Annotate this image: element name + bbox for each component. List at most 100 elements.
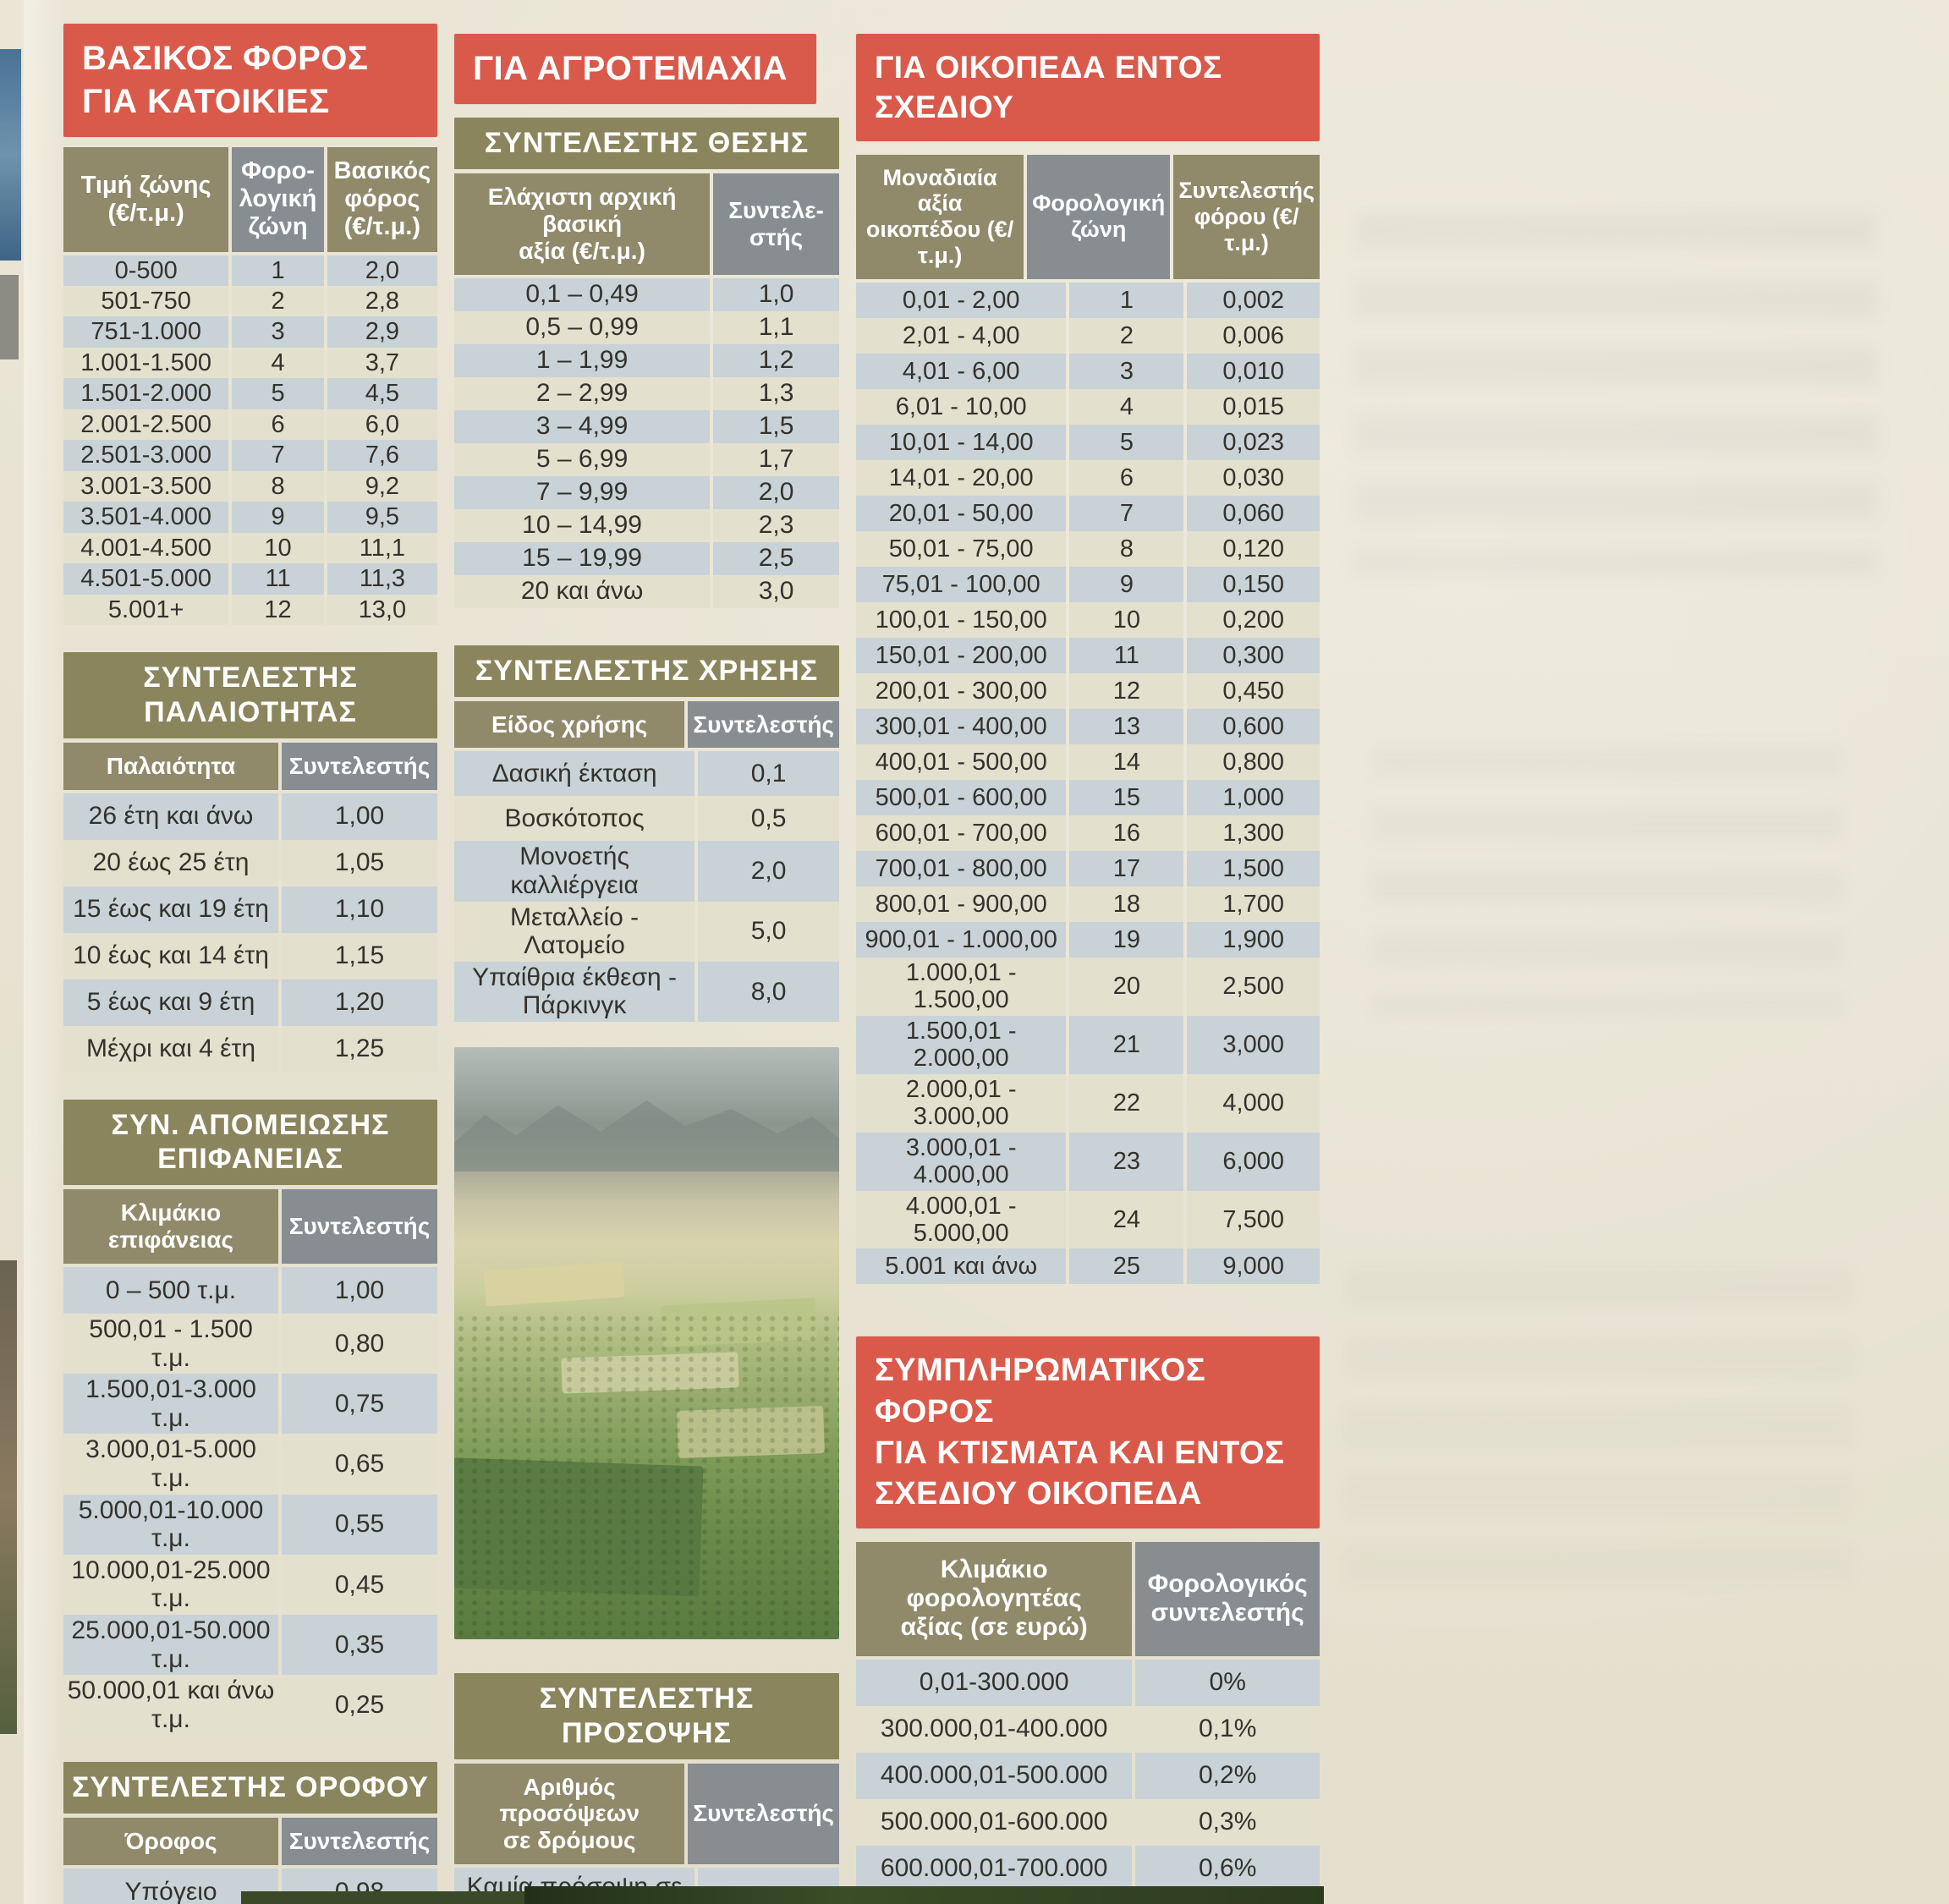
table-cell: 25 [1069,1248,1184,1285]
farmland-aerial-photo [454,1046,839,1639]
table-cell: 0,65 [282,1434,437,1495]
table-cell: 1.500,01 - 2.000,00 [856,1015,1067,1074]
table-cell: 50,01 - 75,00 [856,530,1067,567]
table-cell: 3 – 4,99 [454,409,711,443]
table-cell: 3,000 [1187,1015,1320,1074]
table-cell: 2,9 [327,316,437,348]
table-cell: 11,3 [327,563,437,595]
table-cell: Μέχρι και 4 έτη [63,1025,279,1073]
table-cell: 500,01 - 1.500 τ.μ. [63,1314,279,1375]
table-cell: 1.500,01-3.000 τ.μ. [63,1374,279,1435]
column-header: Συντελεστής [688,1763,839,1865]
page-showthrough [1370,744,1844,1015]
photo-grove-patch [454,1457,703,1597]
table-cell: 0-500 [63,255,229,286]
table-cell: 3,0 [713,574,839,608]
table-cell: 0,450 [1187,672,1320,709]
table-cell: Υπαίθρια έκθεση - Πάρκινγκ [454,961,695,1022]
table-cell: 0 – 500 τ.μ. [63,1267,279,1314]
table-cell: 1.000,01 - 1.500,00 [856,957,1067,1016]
table-cell: 4,5 [327,378,437,409]
table-cell: 9 [232,502,324,533]
table-header-row: Είδος χρήσης Συντελεστής [454,700,839,749]
table-cell: Βοσκότοπος [454,796,695,842]
column-header: Κλιμάκιο επιφάνειας [63,1189,279,1265]
table-cell: 9,5 [327,502,437,533]
table-cell: 0,55 [282,1494,437,1555]
table-cell: 7 [232,440,324,471]
table-cell: 3 [1069,353,1184,389]
table-cell: 300,01 - 400,00 [856,708,1067,744]
table-cell: 4.001-4.500 [63,532,229,564]
column-header: Φορολογική ζώνη [1027,154,1171,279]
page-showthrough [1345,1269,1853,1590]
table-cell: 7,6 [327,440,437,471]
table-header-row: Κλιμάκιο φορολογητέας αξίας (σε ευρώ) Φορ… [856,1541,1320,1656]
table-cell: 7 – 9,99 [454,475,711,509]
table-cell: 50.000,01 και άνω τ.μ. [63,1675,279,1736]
table-header-row: Μοναδιαία αξία οικοπέδου (€/τ.μ.) Φορολογ… [856,154,1320,279]
table-cell: 1,10 [282,886,437,933]
page-showthrough [1353,211,1878,575]
table-cell: 13,0 [327,594,437,626]
table-header-row: Κλιμάκιο επιφάνειας Συντελεστής [63,1189,437,1265]
table-cell: 1 – 1,99 [454,343,711,377]
table-cell: 2,8 [327,285,437,317]
table-cell: 0,1 – 0,49 [454,277,711,311]
table-cell: 6 [232,409,324,441]
table-cell: 3.000,01-5.000 τ.μ. [63,1434,279,1495]
section-title-surface-reduction: ΣΥΝ. ΑΠΟΜΕΙΩΣΗΣ ΕΠΙΦΑΝΕΙΑΣ [63,1099,437,1186]
table-cell: 20,01 - 50,00 [856,495,1067,531]
table-cell: 0,015 [1187,388,1320,425]
table-cell: 10 έως και 14 έτη [63,932,279,979]
table-cell: 0,45 [282,1554,437,1615]
table-cell: 10 [232,532,324,564]
column-header: Συντελεστής [282,1818,437,1866]
table-cell: 9,2 [327,470,437,502]
table-cell: 0,25 [282,1675,437,1736]
table-cell: 9 [1069,566,1184,602]
table-cell: 2 – 2,99 [454,376,711,410]
table-cell: 19 [1069,921,1184,957]
table-body: 0,01 - 2,00 1 0,002 2,01 - 4,00 2 0,006 4,01 -… [856,282,1320,1285]
table-cell: 15 – 19,99 [454,541,711,575]
table-cell: 20 και άνω [454,574,711,608]
table-cell: 7,500 [1187,1190,1320,1249]
table-cell: 5 – 6,99 [454,442,711,476]
table-cell: 0,030 [1187,459,1320,496]
table-cell: 2,500 [1187,957,1320,1016]
table-cell: 6 [1069,459,1184,496]
table-cell: 5,0 [698,901,839,962]
table-cell: 22 [1069,1073,1184,1133]
table-body: 0-500 1 2,0 501-750 2 2,8 751-1.000 3 2,9 1.001-1… [63,255,437,626]
table-cell: 2,0 [713,475,839,509]
table-cell: 501-750 [63,285,229,317]
column-header: Μοναδιαία αξία οικοπέδου (€/τ.μ.) [856,154,1024,279]
table-cell: 400,01 - 500,00 [856,743,1067,780]
table-frontage-coefficient: Αριθμός προσόψεων σε δρόμους Συντελεστής Κ… [454,1763,839,1904]
table-cell: 1,00 [282,1267,437,1314]
table-cell: 0,1 [698,751,839,797]
table-cell: 4,000 [1187,1073,1320,1133]
table-header-row: Παλαιότητα Συντελεστής [63,742,437,790]
column-header: Συντελεστής [688,700,839,749]
table-cell: 2,3 [713,508,839,542]
table-cell: 1,900 [1187,921,1320,957]
table-cell: 3.501-4.000 [63,502,229,533]
bottom-photo-strip [524,1886,1324,1904]
table-cell: 26 έτη και άνω [63,793,279,840]
table-cell: 1,1 [713,310,839,344]
photo-field-patch [484,1261,625,1307]
table-cell: 0,600 [1187,708,1320,744]
left-edge-photo-sliver [0,1260,17,1734]
table-basic-tax-residences: Τιμή ζώνης (€/τ.μ.) Φορο- λογική ζώνη Βασι… [63,147,437,626]
table-cell: 400.000,01-500.000 [856,1752,1133,1799]
table-supplementary-tax: Κλιμάκιο φορολογητέας αξίας (σε ευρώ) Φορ… [856,1541,1320,1904]
table-cell: Μονοετής καλλιέργεια [454,841,695,902]
table-cell: 3 [232,316,324,348]
table-cell: 1,05 [282,839,437,886]
table-body: 26 έτη και άνω 1,00 20 έως 25 έτη 1,05 15 έω… [63,793,437,1073]
table-cell: 1,300 [1187,815,1320,851]
table-cell: 1.501-2.000 [63,378,229,409]
table-cell: Δασική έκταση [454,751,695,797]
